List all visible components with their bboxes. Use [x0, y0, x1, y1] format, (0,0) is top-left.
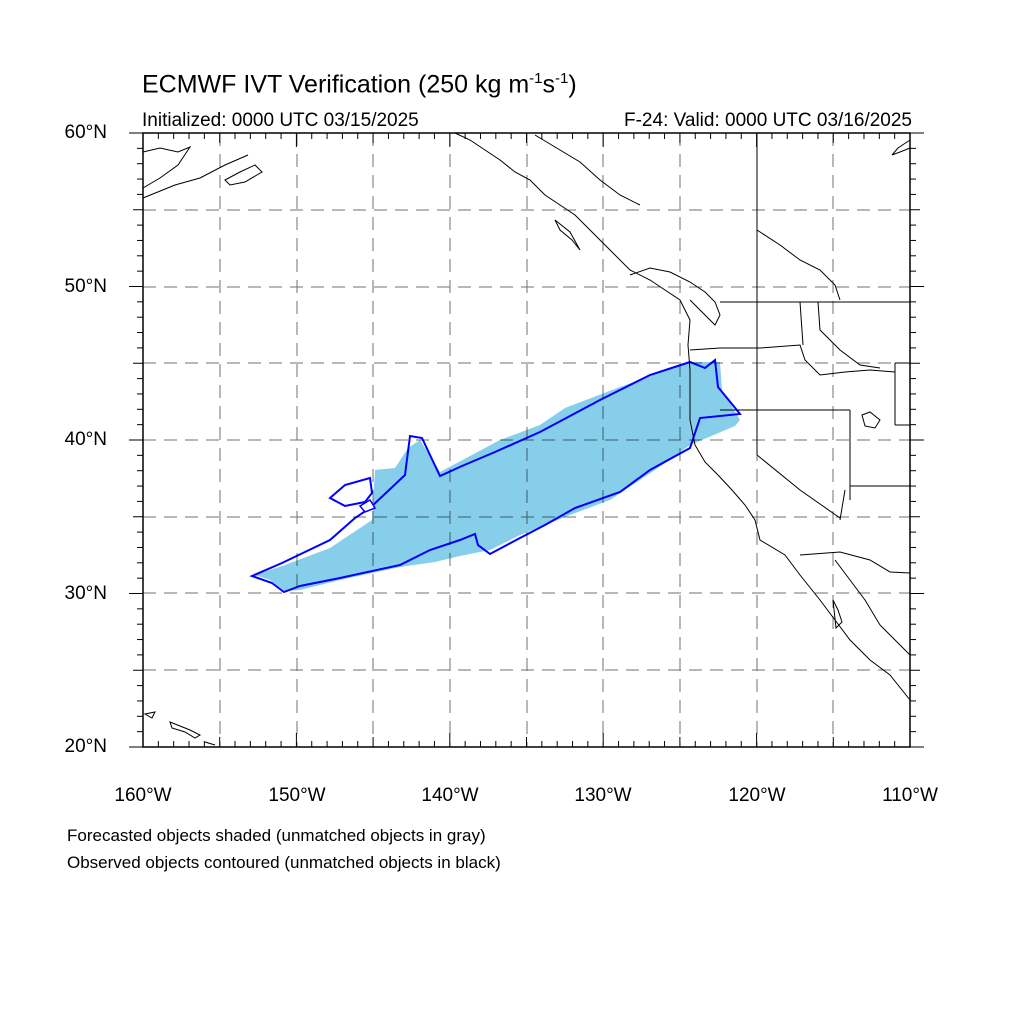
observed-contour [249, 358, 742, 594]
lon-label-110w: 110°W [882, 785, 938, 806]
lon-label-120w: 120°W [728, 785, 786, 806]
observed-contour-small [358, 498, 377, 513]
lon-label-130w: 130°W [574, 785, 632, 806]
coastlines [142, 132, 911, 746]
lon-label-160w: 160°W [114, 785, 172, 806]
political-boundaries [689, 133, 911, 574]
lat-label-50n: 50°N [64, 276, 107, 297]
lat-label-30n: 30°N [64, 583, 107, 604]
observed-legend-note: Observed objects contoured (unmatched ob… [67, 853, 501, 872]
axis-ticks [129, 132, 924, 748]
forecast-legend-note: Forecasted objects shaded (unmatched obj… [67, 826, 486, 845]
forecast-object [255, 362, 740, 591]
lon-label-140w: 140°W [421, 785, 479, 806]
lat-label-20n: 20°N [64, 736, 107, 757]
lat-label-60n: 60°N [64, 122, 107, 143]
chart-title: ECMWF IVT Verification (250 kg m-1s-1) [142, 70, 577, 99]
valid-time-label: F-24: Valid: 0000 UTC 03/16/2025 [624, 110, 912, 131]
initialized-label: Initialized: 0000 UTC 03/15/2025 [142, 110, 419, 131]
lat-label-40n: 40°N [64, 429, 107, 450]
lon-label-150w: 150°W [268, 785, 326, 806]
observed-contour-hole [328, 476, 374, 508]
grid-lines [143, 133, 910, 747]
